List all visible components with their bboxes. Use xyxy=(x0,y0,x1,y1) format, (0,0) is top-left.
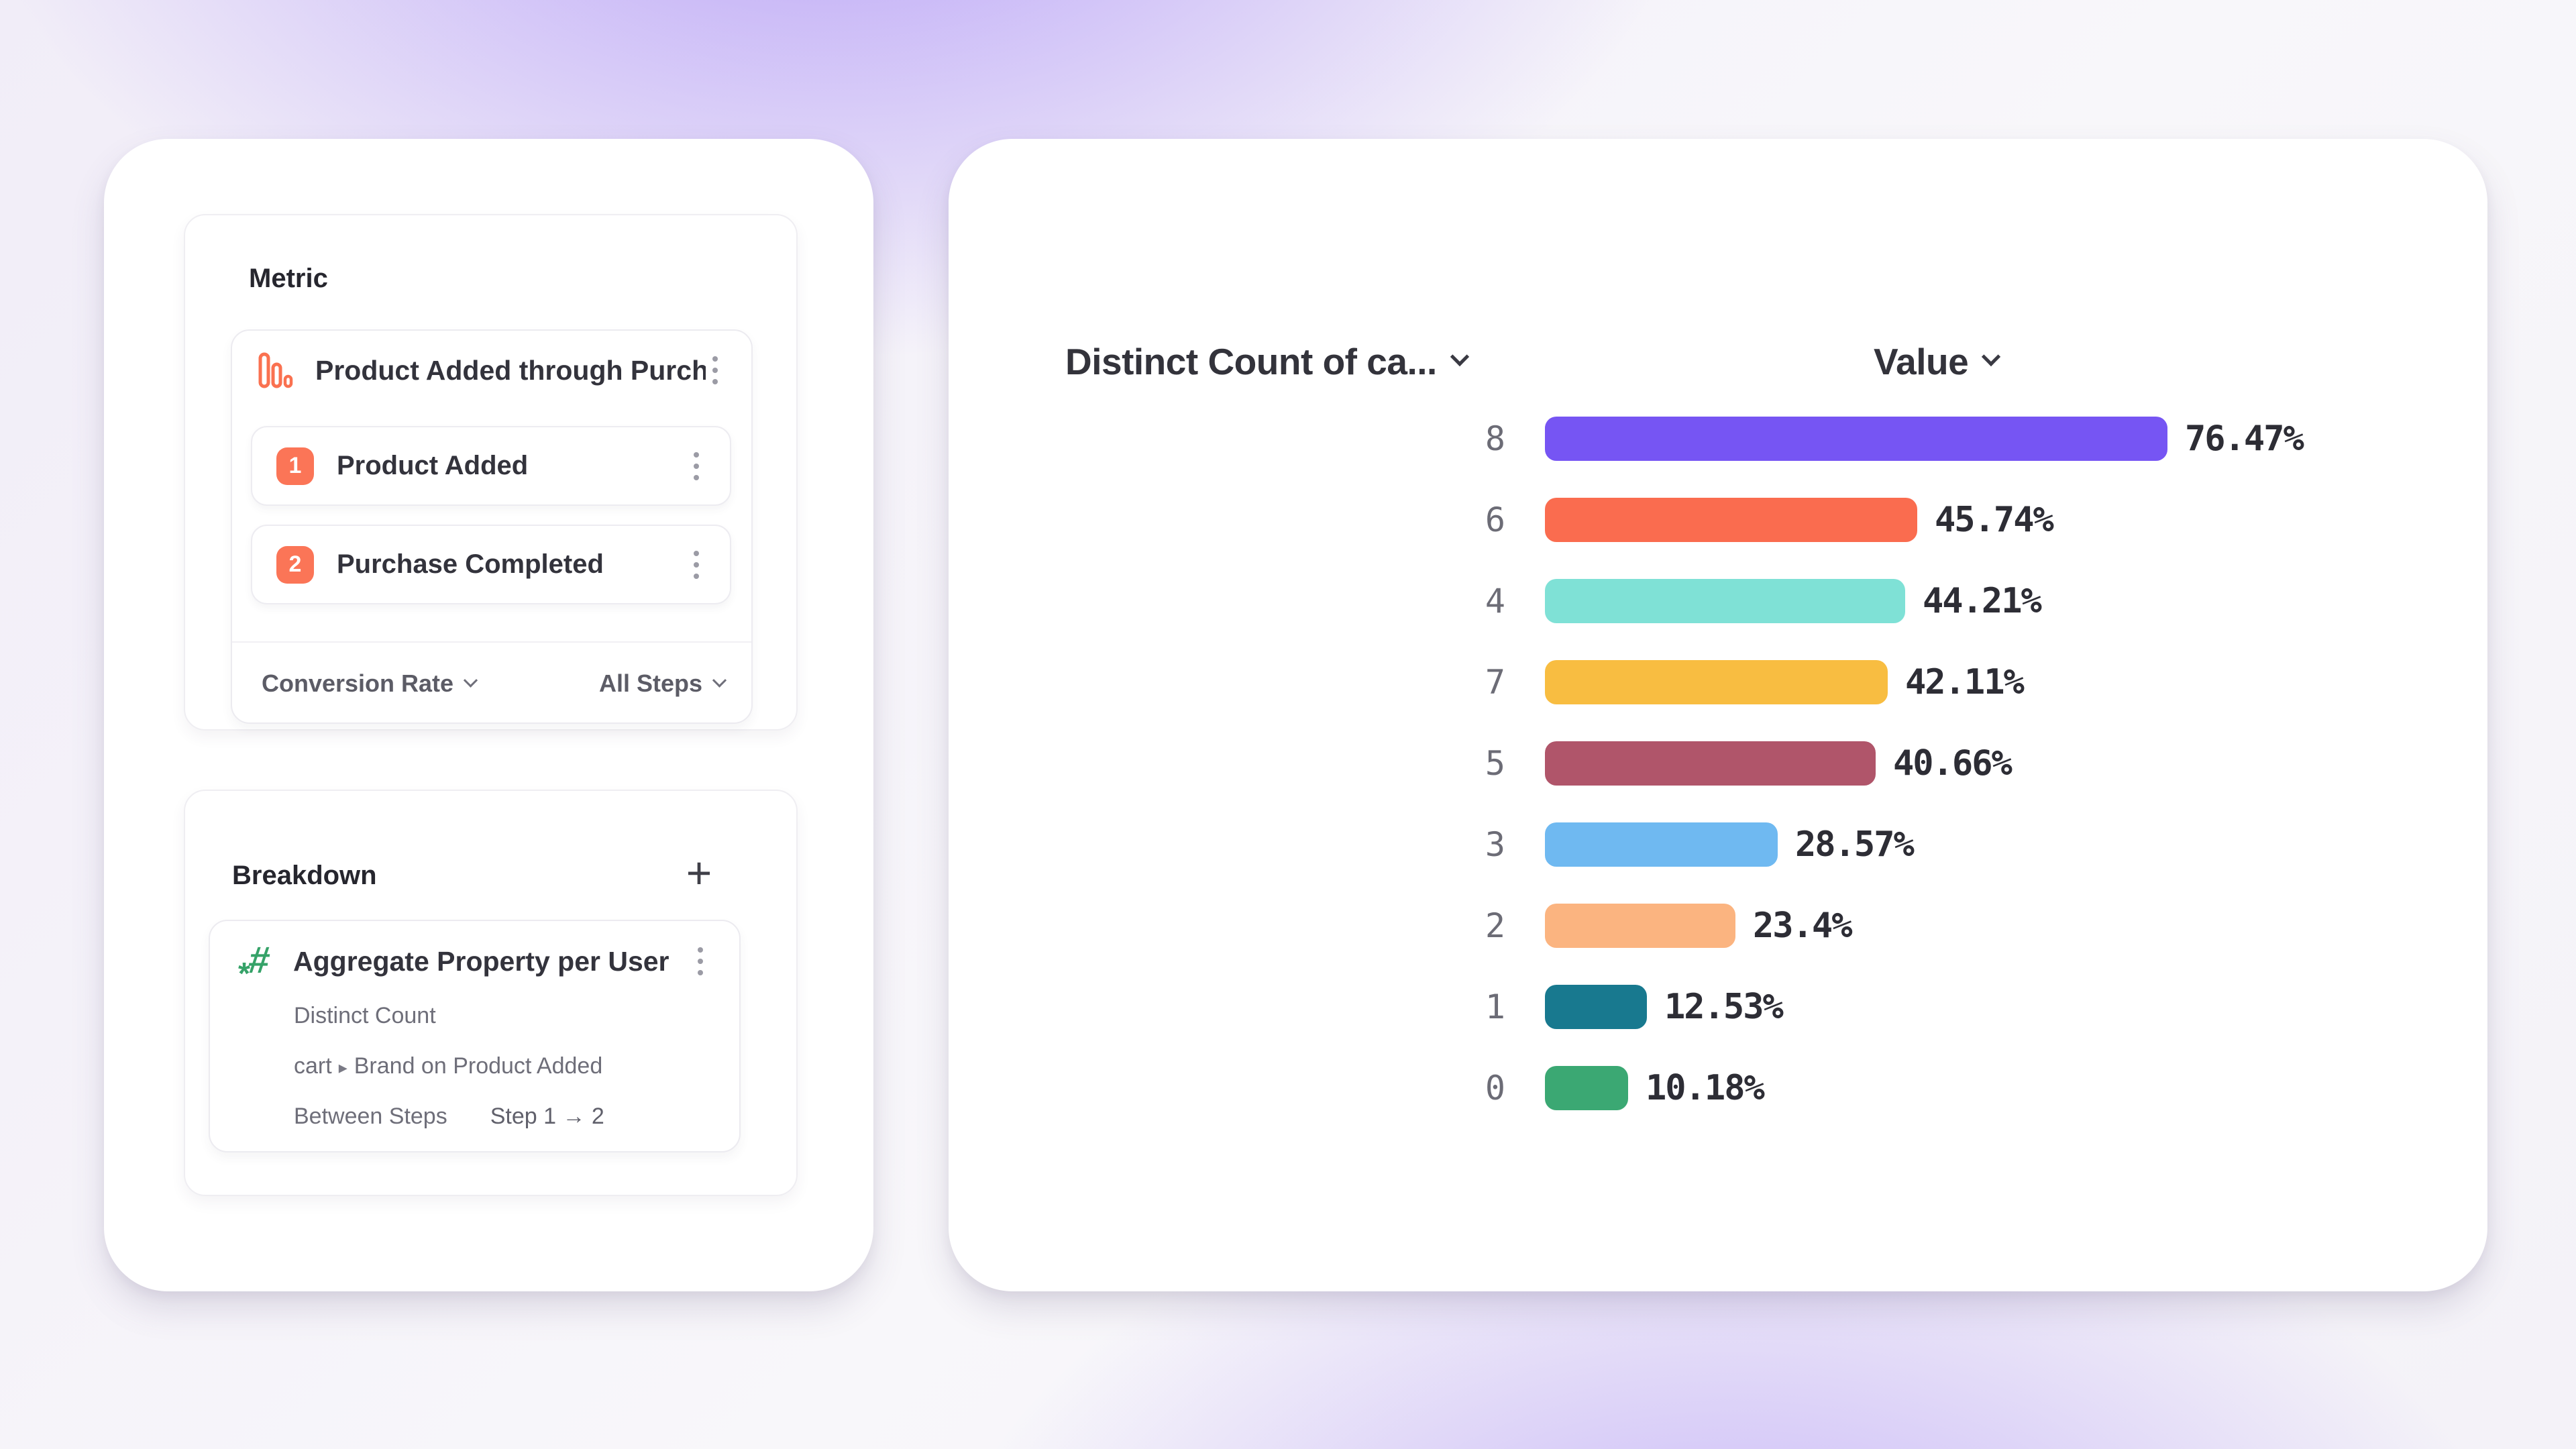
category-label: 7 xyxy=(1485,662,1505,702)
chart-row: 8 76.47% xyxy=(949,398,2487,479)
steps-dropdown[interactable]: All Steps xyxy=(598,669,727,698)
value-label: 12.53% xyxy=(1664,986,1784,1027)
step-event-name: Purchase Completed xyxy=(337,549,604,579)
category-label: 6 xyxy=(1485,500,1505,539)
numeric-hash-icon: # * xyxy=(238,938,273,991)
breakdown-item-header[interactable]: # * Aggregate Property per User xyxy=(210,921,739,1002)
bar-segment[interactable] xyxy=(1545,1065,1628,1110)
value-label: 23.4% xyxy=(1753,905,1853,946)
funnel-step-2[interactable]: 2 Purchase Completed xyxy=(251,525,731,604)
value-label: 42.11% xyxy=(1905,661,2025,702)
chevron-down-icon xyxy=(712,673,727,688)
value-label: 28.57% xyxy=(1795,824,1915,865)
category-label: 2 xyxy=(1485,906,1505,945)
step-number-badge: 1 xyxy=(276,447,314,485)
metric-item[interactable]: Product Added through Purcha... 1 Product… xyxy=(231,329,753,724)
breakdown-item[interactable]: # * Aggregate Property per User Distinct… xyxy=(209,920,741,1152)
category-column-header[interactable]: Distinct Count of ca... xyxy=(1065,340,1469,383)
more-options-icon[interactable] xyxy=(687,448,706,484)
value-label: 76.47% xyxy=(2185,418,2304,459)
value-label: 10.18% xyxy=(1646,1067,1765,1108)
measure-dropdown[interactable]: Conversion Rate xyxy=(262,669,478,698)
value-label: 44.21% xyxy=(1923,580,2042,621)
category-column-label: Distinct Count of ca... xyxy=(1065,341,1437,382)
query-builder-card: Metric Product Added through Purcha... 1… xyxy=(104,139,873,1291)
chart-row: 7 42.11% xyxy=(949,641,2487,722)
funnel-step-1[interactable]: 1 Product Added xyxy=(251,426,731,506)
metric-panel: Metric Product Added through Purcha... 1… xyxy=(184,214,798,731)
funnel-name: Product Added through Purcha... xyxy=(315,354,706,386)
divider xyxy=(232,641,751,643)
chart-row: 1 12.53% xyxy=(949,966,2487,1047)
measure-dropdown-label: Conversion Rate xyxy=(262,669,454,697)
value-label: 40.66% xyxy=(1893,743,2012,784)
aggregation-type: Distinct Count xyxy=(294,1003,436,1028)
bar-segment[interactable] xyxy=(1545,822,1778,867)
funnel-bars-icon xyxy=(258,352,293,388)
breakdown-property: cart ▸ Brand on Product Added xyxy=(294,1053,602,1079)
add-breakdown-button[interactable]: + xyxy=(686,848,712,898)
category-label: 5 xyxy=(1485,743,1505,783)
value-column-label: Value xyxy=(1874,341,1969,382)
chevron-down-icon xyxy=(463,673,478,688)
more-options-icon[interactable] xyxy=(706,352,724,388)
more-options-icon[interactable] xyxy=(691,943,710,979)
chart-row: 0 10.18% xyxy=(949,1047,2487,1128)
category-label: 1 xyxy=(1485,987,1505,1026)
metric-item-header[interactable]: Product Added through Purcha... xyxy=(232,331,751,410)
chart-row: 4 44.21% xyxy=(949,560,2487,641)
category-label: 3 xyxy=(1485,824,1505,864)
bar-segment[interactable] xyxy=(1545,416,2167,461)
breakdown-panel-title: Breakdown xyxy=(232,861,377,890)
property-name: Brand on Product Added xyxy=(354,1053,603,1079)
breakdown-panel: Breakdown + # * Aggregate Property per U… xyxy=(184,790,798,1196)
chart-card: Distinct Count of ca... Value 8 76.47% 6 45… xyxy=(949,139,2487,1291)
chart-row: 5 40.66% xyxy=(949,722,2487,804)
bar-segment[interactable] xyxy=(1545,659,1888,704)
value-column-header[interactable]: Value xyxy=(1874,340,2001,383)
category-label: 4 xyxy=(1485,581,1505,621)
bar-segment[interactable] xyxy=(1545,497,1917,542)
bar-segment[interactable] xyxy=(1545,578,1905,623)
breakdown-item-title: Aggregate Property per User xyxy=(293,945,669,977)
more-options-icon[interactable] xyxy=(687,547,706,583)
between-steps-row: Between Steps Step 1 → 2 xyxy=(294,1104,604,1130)
step-event-name: Product Added xyxy=(337,451,529,480)
chart-row: 6 45.74% xyxy=(949,479,2487,560)
chevron-down-icon xyxy=(1982,347,2001,367)
step-number-badge: 2 xyxy=(276,545,314,584)
value-label: 45.74% xyxy=(1935,499,2054,540)
bar-segment[interactable] xyxy=(1545,984,1647,1029)
category-label: 0 xyxy=(1485,1068,1505,1108)
bar-chart: 8 76.47% 6 45.74% 4 44.21% 7 42.11% 5 40.66% 3 28.5… xyxy=(949,398,2487,1128)
between-steps-value: Step 1 → 2 xyxy=(490,1104,604,1129)
metric-footer: Conversion Rate All Steps xyxy=(232,643,751,724)
category-label: 8 xyxy=(1485,419,1505,458)
steps-dropdown-label: All Steps xyxy=(598,669,702,697)
right-triangle-icon: ▸ xyxy=(338,1057,347,1077)
between-steps-label: Between Steps xyxy=(294,1104,447,1129)
bar-segment[interactable] xyxy=(1545,741,1876,786)
chevron-down-icon xyxy=(1450,347,1469,367)
property-prefix: cart xyxy=(294,1053,332,1079)
chart-row: 3 28.57% xyxy=(949,804,2487,885)
chart-row: 2 23.4% xyxy=(949,885,2487,966)
bar-segment[interactable] xyxy=(1545,903,1735,948)
metric-panel-title: Metric xyxy=(249,264,328,293)
